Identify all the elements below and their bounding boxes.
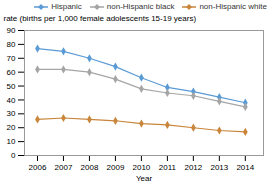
svg-text:90: 90 xyxy=(7,26,16,35)
svg-text:40: 40 xyxy=(7,96,16,105)
svg-text:2008: 2008 xyxy=(81,163,99,172)
svg-text:2010: 2010 xyxy=(133,163,151,172)
svg-text:80: 80 xyxy=(7,40,16,49)
svg-text:2006: 2006 xyxy=(29,163,47,172)
svg-text:2013: 2013 xyxy=(210,163,228,172)
svg-text:2011: 2011 xyxy=(159,163,177,172)
svg-text:70: 70 xyxy=(7,54,16,63)
svg-text:2014: 2014 xyxy=(236,163,254,172)
svg-text:0: 0 xyxy=(11,151,16,160)
svg-text:2007: 2007 xyxy=(55,163,73,172)
html-text:non-Hispanic black: non-Hispanic black xyxy=(106,2,175,11)
svg-text:60: 60 xyxy=(7,68,16,77)
svg-text:20: 20 xyxy=(7,123,16,132)
svg-text:50: 50 xyxy=(7,82,16,91)
svg-text:30: 30 xyxy=(7,109,16,118)
svg-text:rate (births per 1,000 female: rate (births per 1,000 female adolescent… xyxy=(4,14,197,23)
svg-text:2012: 2012 xyxy=(184,163,202,172)
html-text:non-Hispanic white: non-Hispanic white xyxy=(199,2,267,11)
svg-text:2009: 2009 xyxy=(107,163,125,172)
html-text:Hispanic: Hispanic xyxy=(51,2,82,11)
svg-text:10: 10 xyxy=(7,137,16,146)
svg-text:Year: Year xyxy=(136,174,153,183)
